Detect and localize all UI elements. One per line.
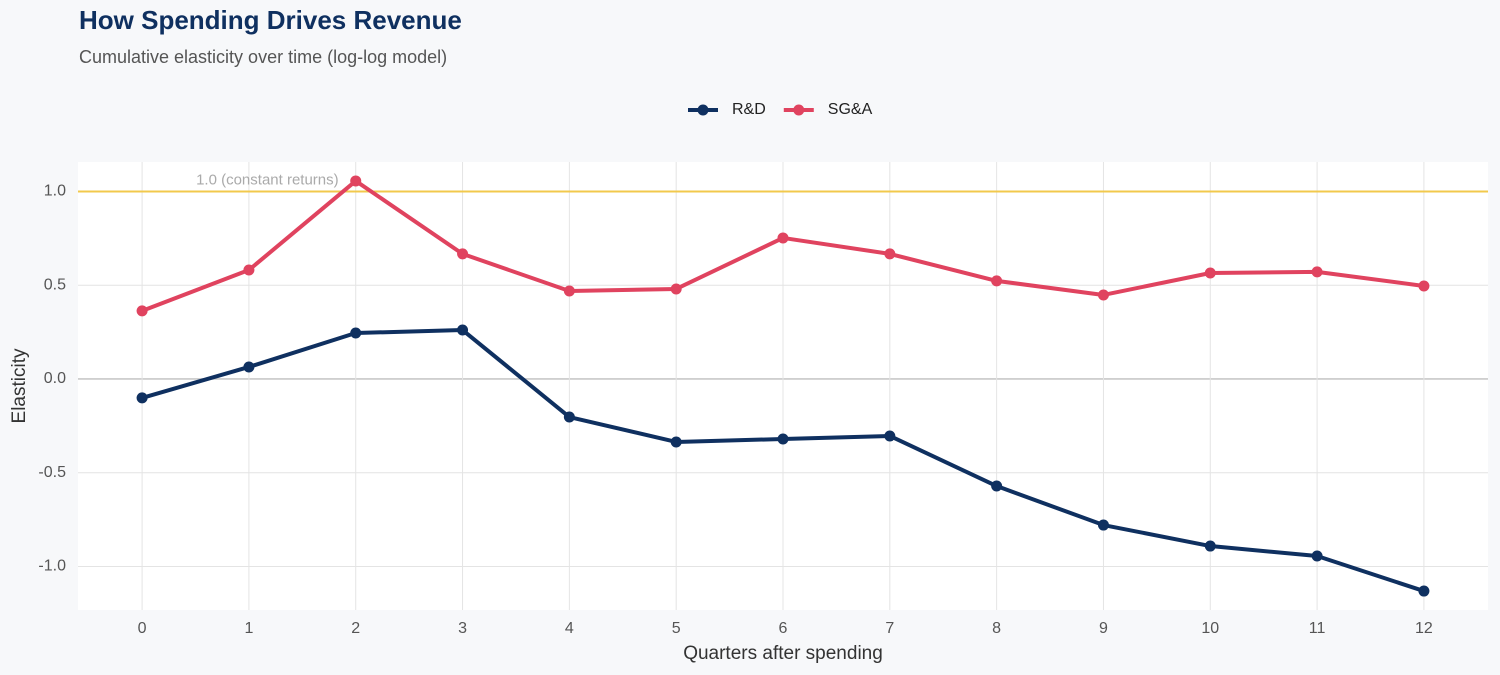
- data-point: [1311, 550, 1323, 562]
- data-point: [243, 361, 255, 373]
- x-tick-label: 6: [779, 620, 788, 637]
- data-point: [670, 283, 682, 295]
- x-tick-label: 9: [1099, 620, 1108, 637]
- x-tick-label: 12: [1415, 620, 1433, 637]
- data-point: [136, 392, 148, 404]
- data-point: [457, 324, 469, 336]
- y-axis-label: Elasticity: [9, 348, 30, 423]
- data-point: [563, 411, 575, 423]
- x-tick-label: 0: [138, 620, 147, 637]
- data-point: [991, 275, 1003, 287]
- data-point: [563, 285, 575, 297]
- x-tick-label: 8: [992, 620, 1001, 637]
- y-tick-label: -1.0: [38, 558, 66, 575]
- data-point: [1418, 585, 1430, 597]
- data-point: [1311, 266, 1323, 278]
- data-point: [884, 430, 896, 442]
- legend-label: R&D: [732, 101, 766, 118]
- legend-swatch: [793, 104, 805, 116]
- data-point: [350, 175, 362, 187]
- y-tick-label: -0.5: [38, 464, 66, 481]
- x-tick-label: 10: [1201, 620, 1219, 637]
- data-point: [777, 433, 789, 445]
- data-point: [991, 480, 1003, 492]
- data-point: [243, 264, 255, 276]
- data-point: [1097, 289, 1109, 301]
- data-point: [670, 436, 682, 448]
- x-tick-label: 11: [1309, 620, 1326, 637]
- data-point: [136, 305, 148, 317]
- data-point: [1204, 540, 1216, 552]
- x-tick-label: 7: [885, 620, 894, 637]
- x-tick-label: 4: [565, 620, 574, 637]
- x-tick-label: 5: [672, 620, 681, 637]
- legend-label: SG&A: [828, 101, 873, 118]
- x-axis-label: Quarters after spending: [683, 643, 883, 664]
- x-tick-label: 2: [351, 620, 360, 637]
- y-tick-label: 1.0: [44, 183, 66, 200]
- data-point: [1418, 280, 1430, 292]
- chart-title: How Spending Drives Revenue: [79, 5, 462, 35]
- x-tick-label: 1: [244, 620, 253, 637]
- data-point: [1097, 519, 1109, 531]
- data-point: [350, 327, 362, 339]
- data-point: [777, 232, 789, 244]
- reference-label: 1.0 (constant returns): [196, 171, 339, 188]
- chart-subtitle: Cumulative elasticity over time (log-log…: [79, 47, 447, 67]
- x-tick-label: 3: [458, 620, 467, 637]
- y-tick-label: 0.0: [44, 370, 66, 387]
- y-tick-label: 0.5: [44, 276, 66, 293]
- legend-swatch: [697, 104, 709, 116]
- data-point: [457, 248, 469, 260]
- data-point: [884, 248, 896, 260]
- data-point: [1204, 267, 1216, 279]
